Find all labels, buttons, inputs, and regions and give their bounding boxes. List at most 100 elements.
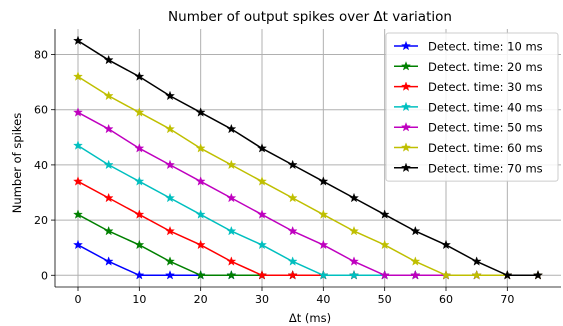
data-point (410, 270, 421, 280)
x-tick-label: 70 (500, 293, 514, 306)
data-point (73, 35, 83, 45)
legend-marker (401, 162, 411, 172)
data-point (134, 143, 145, 153)
data-point (103, 225, 114, 236)
data-point (226, 256, 237, 266)
data-point (73, 140, 83, 150)
ticks: 0 10 20 30 40 50 60 70 0 20 40 60 80 (34, 49, 514, 306)
data-point (195, 143, 206, 153)
legend-item: Detect. time: 10 ms (394, 40, 543, 54)
y-tick-label: 40 (34, 159, 48, 172)
data-point (134, 176, 145, 186)
x-tick-label: 30 (255, 293, 269, 306)
x-tick-label: 20 (194, 293, 208, 306)
legend-marker (401, 122, 411, 132)
legend-item: Detect. time: 70 ms (394, 161, 543, 175)
legend-label: Detect. time: 20 ms (428, 60, 543, 74)
data-point (73, 239, 83, 250)
data-point (226, 159, 237, 170)
data-point (349, 256, 359, 266)
data-point (165, 159, 175, 170)
data-point (533, 270, 543, 280)
legend-frame (385, 32, 559, 182)
y-tick-label: 20 (34, 214, 48, 227)
data-point (318, 239, 329, 250)
data-point (195, 239, 206, 250)
data-point (349, 192, 359, 203)
data-point (349, 225, 359, 236)
data-point (226, 225, 237, 236)
data-point (195, 107, 206, 117)
data-point (73, 71, 83, 81)
series-line (77, 180, 538, 277)
data-point (257, 239, 267, 250)
x-axis-label: Δt (ms) (289, 311, 331, 325)
data-point (195, 176, 206, 186)
data-point (349, 270, 359, 280)
legend-item: Detect. time: 60 ms (394, 141, 543, 155)
legend-label: Detect. time: 40 ms (428, 100, 543, 114)
legend-marker (401, 142, 411, 152)
data-point (226, 192, 237, 203)
data-point (379, 270, 390, 280)
data-point (318, 209, 329, 219)
legend-label: Detect. time: 60 ms (428, 141, 543, 155)
data-point (134, 71, 145, 81)
series-line (77, 75, 538, 277)
x-tick-label: 40 (316, 293, 330, 306)
legend-marker (401, 61, 411, 71)
legend-item: Detect. time: 30 ms (394, 80, 543, 94)
data-point (471, 256, 482, 266)
data-point (379, 209, 390, 219)
data-point (165, 225, 175, 236)
data-point (471, 270, 482, 280)
legend-label: Detect. time: 10 ms (428, 40, 543, 54)
data-point (134, 270, 145, 280)
data-point (165, 270, 175, 280)
data-point (257, 143, 267, 153)
data-point (410, 225, 421, 236)
data-point (165, 123, 175, 134)
data-point (195, 270, 206, 280)
data-point (134, 107, 145, 117)
x-tick-label: 50 (378, 293, 392, 306)
data-point (195, 209, 206, 219)
x-tick-label: 10 (132, 293, 146, 306)
series-6 (73, 71, 543, 280)
data-point (73, 176, 83, 186)
legend-label: Detect. time: 50 ms (428, 121, 543, 135)
data-point (287, 192, 298, 203)
y-tick-label: 60 (34, 104, 48, 117)
series-group (73, 35, 543, 280)
data-point (287, 159, 298, 170)
data-point (502, 270, 513, 280)
data-point (134, 239, 145, 250)
data-point (134, 209, 145, 219)
data-point (103, 159, 114, 170)
data-point (165, 192, 175, 203)
data-point (287, 225, 298, 236)
data-point (103, 192, 114, 203)
x-tick-label: 60 (439, 293, 453, 306)
legend-item: Detect. time: 40 ms (394, 100, 543, 114)
data-point (318, 270, 329, 280)
data-point (103, 90, 114, 101)
data-point (226, 123, 237, 134)
data-point (318, 176, 329, 186)
data-point (257, 270, 267, 280)
data-point (103, 54, 114, 65)
data-point (287, 270, 298, 280)
legend-marker (401, 40, 411, 51)
legend: Detect. time: 10 ms Detect. time: 20 ms De… (385, 32, 559, 182)
x-tick-label: 0 (75, 293, 82, 306)
data-point (379, 239, 390, 250)
data-point (165, 256, 175, 266)
data-point (287, 256, 298, 266)
series-3 (73, 176, 543, 280)
data-point (103, 256, 114, 266)
series-line (77, 213, 538, 277)
data-point (165, 90, 175, 101)
y-tick-label: 0 (41, 269, 48, 282)
legend-item: Detect. time: 20 ms (394, 60, 543, 74)
